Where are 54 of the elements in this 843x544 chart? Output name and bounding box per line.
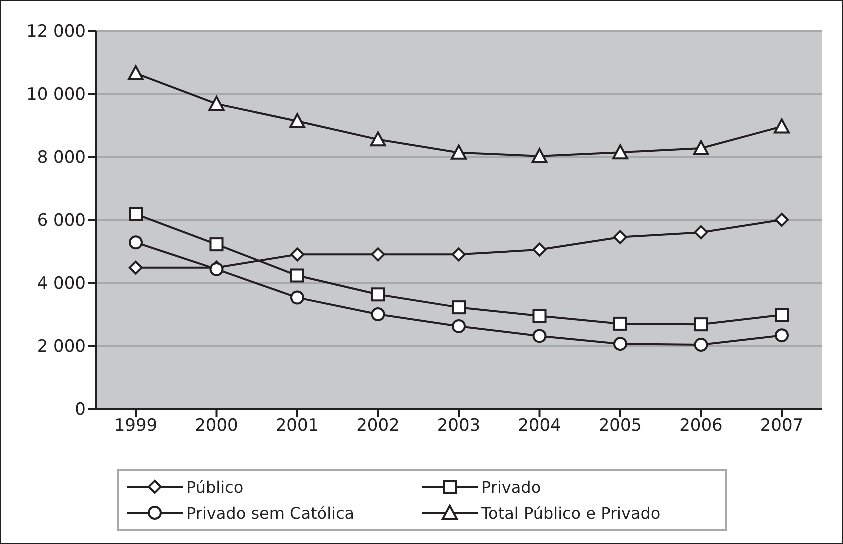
y-tick-label: 2 000 [37, 337, 86, 358]
point [452, 248, 466, 262]
point [210, 238, 224, 252]
point [371, 248, 386, 262]
point [129, 236, 143, 250]
point [290, 113, 306, 128]
y-tick-label: 12 000 [26, 22, 86, 42]
y-tick-label: 0 [75, 400, 86, 420]
point [290, 268, 304, 283]
point [774, 118, 790, 134]
y-tick-label: 8 000 [37, 148, 86, 168]
x-tick-label: 1999 [114, 416, 158, 436]
point [532, 148, 548, 164]
point [775, 308, 789, 322]
point [370, 132, 386, 147]
x-tick-label: 2005 [598, 416, 642, 436]
point [532, 329, 547, 344]
y-tick-label: 6 000 [37, 211, 86, 232]
point [775, 213, 789, 227]
point [371, 308, 386, 322]
x-tick-label: 2004 [518, 416, 562, 436]
point [614, 230, 628, 244]
point [694, 318, 708, 332]
point [532, 309, 547, 324]
point [371, 288, 386, 302]
point [129, 207, 143, 222]
x-tick-label: 2006 [680, 416, 723, 436]
point [532, 242, 547, 257]
point [129, 260, 143, 275]
point [451, 144, 467, 160]
point [290, 290, 304, 305]
point [612, 144, 628, 160]
legend-label: Privado [482, 478, 542, 496]
point [290, 248, 304, 262]
point [452, 319, 466, 334]
y-tick-label: 10 000 [26, 85, 86, 106]
point [694, 338, 708, 352]
point [208, 96, 225, 112]
y-tick-label: 4 000 [37, 274, 86, 294]
x-tick-label: 2002 [356, 416, 400, 436]
point [614, 316, 628, 331]
x-tick-label: 2001 [276, 416, 320, 436]
point [614, 337, 628, 352]
point [775, 328, 789, 343]
legend-label: Público [186, 478, 244, 496]
x-tick-label: 2007 [760, 416, 804, 436]
point [693, 140, 710, 156]
point [128, 66, 144, 81]
x-tick-label: 2000 [195, 416, 238, 436]
point [452, 300, 466, 315]
point [694, 226, 708, 240]
x-tick-label: 2003 [437, 416, 481, 436]
legend-label: Total Público e Privado [482, 504, 661, 522]
legend-label: Privado sem Católica [186, 504, 355, 522]
